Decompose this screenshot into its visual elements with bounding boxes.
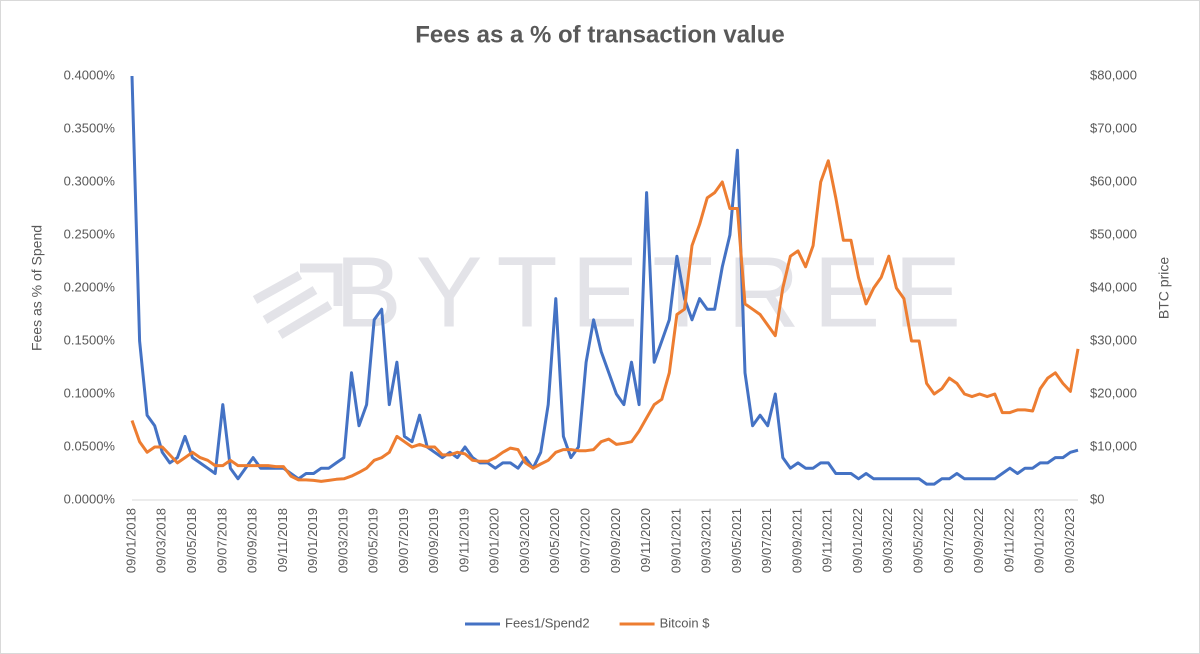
x-tick-label: 09/09/2021	[789, 508, 804, 573]
y-tick-label: 0.0000%	[64, 491, 116, 506]
y2-tick-label: $60,000	[1090, 173, 1137, 188]
x-tick-label: 09/11/2021	[820, 508, 835, 572]
series-line	[130, 159, 1080, 483]
y2-tick-label: $50,000	[1090, 226, 1137, 241]
y-tick-label: 0.0500%	[64, 438, 116, 453]
y-tick-label: 0.3000%	[64, 173, 116, 188]
x-tick-label: 09/07/2022	[941, 508, 956, 573]
chart-title: Fees as a % of transaction value	[415, 21, 784, 48]
y-axis-title: Fees as % of Spend	[29, 225, 45, 351]
x-tick-label: 09/05/2019	[366, 508, 381, 573]
y-tick-label: 0.1000%	[64, 385, 116, 400]
x-tick-label: 09/03/2021	[699, 508, 714, 573]
x-tick-label: 09/05/2021	[729, 508, 744, 573]
x-tick-label: 09/01/2021	[668, 508, 683, 573]
y-tick-label: 0.3500%	[64, 120, 116, 135]
y-tick-label: 0.4000%	[64, 67, 116, 82]
x-tick-label: 09/07/2019	[396, 508, 411, 573]
x-tick-label: 09/03/2022	[880, 508, 895, 573]
y-tick-label: 0.2000%	[64, 279, 116, 294]
y-tick-label: 0.1500%	[64, 332, 116, 347]
y2-tick-label: $80,000	[1090, 67, 1137, 82]
y-tick-label: 0.2500%	[64, 226, 116, 241]
y2-tick-label: $0	[1090, 491, 1104, 506]
x-tick-label: 09/03/2019	[335, 508, 350, 573]
x-tick-label: 09/03/2020	[517, 508, 532, 573]
watermark-icon	[252, 263, 343, 339]
x-tick-label: 09/11/2022	[1001, 508, 1016, 572]
y2-tick-label: $20,000	[1090, 385, 1137, 400]
watermark: BYTETREE	[335, 236, 975, 348]
y2-tick-label: $40,000	[1090, 279, 1137, 294]
y2-tick-label: $70,000	[1090, 120, 1137, 135]
legend-label: Bitcoin $	[660, 615, 711, 630]
x-tick-label: 09/09/2020	[608, 508, 623, 573]
x-tick-label: 09/05/2018	[184, 508, 199, 573]
x-tick-label: 09/07/2018	[214, 508, 229, 573]
x-tick-label: 09/01/2019	[305, 508, 320, 573]
y2-axis-title: BTC price	[1156, 257, 1172, 319]
x-tick-label: 09/09/2022	[971, 508, 986, 573]
x-tick-label: 09/09/2019	[426, 508, 441, 573]
x-tick-label: 09/11/2018	[275, 508, 290, 572]
x-tick-label: 09/11/2019	[456, 508, 471, 572]
x-tick-label: 09/01/2023	[1032, 508, 1047, 573]
x-tick-label: 09/07/2021	[759, 508, 774, 573]
x-tick-label: 09/01/2020	[487, 508, 502, 573]
legend-label: Fees1/Spend2	[505, 615, 590, 630]
x-tick-label: 09/11/2020	[638, 508, 653, 572]
x-tick-label: 09/05/2020	[547, 508, 562, 573]
x-tick-label: 09/07/2020	[578, 508, 593, 573]
x-tick-label: 09/05/2022	[911, 508, 926, 573]
x-tick-label: 09/03/2018	[154, 508, 169, 573]
x-tick-label: 09/01/2022	[850, 508, 865, 573]
x-tick-label: 09/03/2023	[1062, 508, 1077, 573]
y2-tick-label: $30,000	[1090, 332, 1137, 347]
y2-tick-label: $10,000	[1090, 438, 1137, 453]
x-tick-label: 09/09/2018	[245, 508, 260, 573]
x-tick-label: 09/01/2018	[123, 508, 138, 573]
